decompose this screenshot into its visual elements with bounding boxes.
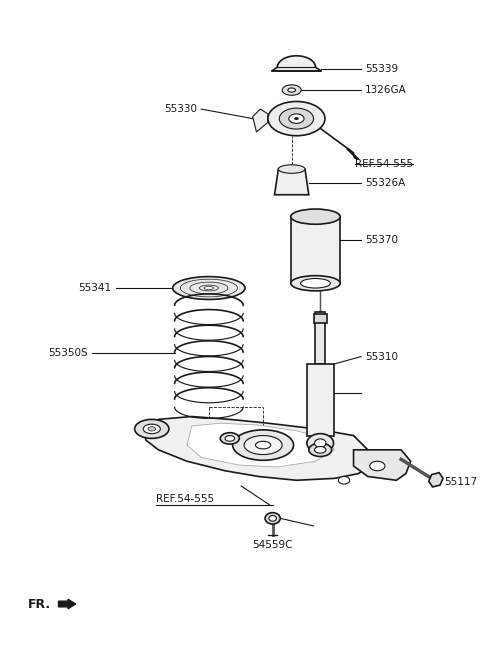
Ellipse shape — [268, 102, 325, 136]
Ellipse shape — [148, 427, 156, 431]
Text: 55370: 55370 — [365, 236, 398, 245]
Ellipse shape — [282, 85, 301, 95]
Ellipse shape — [370, 461, 385, 471]
Ellipse shape — [255, 441, 271, 449]
Ellipse shape — [289, 114, 304, 123]
Ellipse shape — [244, 436, 282, 455]
Text: 1326GA: 1326GA — [365, 85, 407, 95]
Bar — [315, 312, 325, 364]
Ellipse shape — [291, 276, 340, 291]
Ellipse shape — [288, 88, 296, 92]
Text: 54559C: 54559C — [252, 541, 293, 550]
Bar — [291, 216, 340, 283]
Ellipse shape — [314, 447, 326, 453]
Ellipse shape — [134, 419, 169, 438]
Text: REF.54-555: REF.54-555 — [356, 159, 414, 169]
Ellipse shape — [265, 512, 280, 524]
Ellipse shape — [143, 424, 160, 434]
Ellipse shape — [225, 436, 235, 441]
Text: 55326A: 55326A — [365, 178, 405, 188]
Ellipse shape — [278, 165, 305, 173]
Polygon shape — [354, 450, 411, 480]
Bar — [313, 314, 327, 323]
Polygon shape — [252, 109, 268, 132]
Text: REF.54-555: REF.54-555 — [156, 495, 214, 504]
Polygon shape — [275, 169, 309, 195]
Ellipse shape — [173, 277, 245, 299]
Polygon shape — [187, 423, 335, 467]
FancyArrow shape — [59, 599, 76, 609]
Text: FR.: FR. — [28, 598, 51, 611]
Ellipse shape — [279, 108, 313, 129]
Ellipse shape — [295, 117, 299, 120]
Text: 55339: 55339 — [365, 64, 398, 74]
Text: 55350S: 55350S — [48, 348, 88, 358]
Ellipse shape — [220, 433, 240, 444]
Ellipse shape — [269, 516, 276, 522]
Ellipse shape — [309, 443, 332, 457]
Bar — [307, 364, 334, 436]
Ellipse shape — [291, 209, 340, 224]
Text: 55310: 55310 — [365, 352, 398, 361]
Polygon shape — [272, 67, 321, 71]
Ellipse shape — [204, 287, 214, 289]
Text: 55341: 55341 — [79, 283, 112, 293]
Ellipse shape — [233, 430, 294, 461]
Ellipse shape — [314, 439, 326, 447]
Ellipse shape — [300, 279, 330, 288]
Polygon shape — [429, 473, 443, 487]
Ellipse shape — [307, 434, 334, 453]
Polygon shape — [142, 417, 372, 480]
Ellipse shape — [338, 476, 350, 484]
Polygon shape — [277, 56, 315, 67]
Text: 55117: 55117 — [444, 477, 477, 487]
Text: 55330: 55330 — [165, 104, 197, 114]
